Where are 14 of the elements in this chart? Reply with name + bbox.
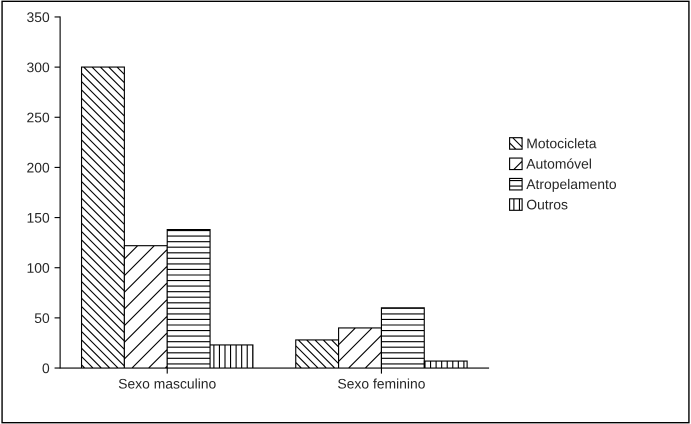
- y-tick-label: 300: [27, 62, 50, 72]
- legend-label: Motocicleta: [527, 138, 597, 148]
- y-tick-label: 350: [27, 12, 50, 22]
- x-tick-label: Sexo feminino: [338, 378, 425, 389]
- y-tick-label: 0: [42, 363, 50, 374]
- y-tick-label: 250: [27, 112, 50, 122]
- y-tick-label: 100: [28, 263, 50, 273]
- y-tick-label: 50: [34, 313, 50, 324]
- legend-label: Outros: [526, 200, 568, 210]
- legend-label: Automóvel: [526, 158, 591, 169]
- legend-label: Atropelamento: [526, 178, 616, 192]
- x-tick-label: Sexo masculino: [118, 378, 216, 389]
- y-tick-label: 150: [28, 212, 50, 223]
- y-tick-label: 200: [27, 162, 50, 173]
